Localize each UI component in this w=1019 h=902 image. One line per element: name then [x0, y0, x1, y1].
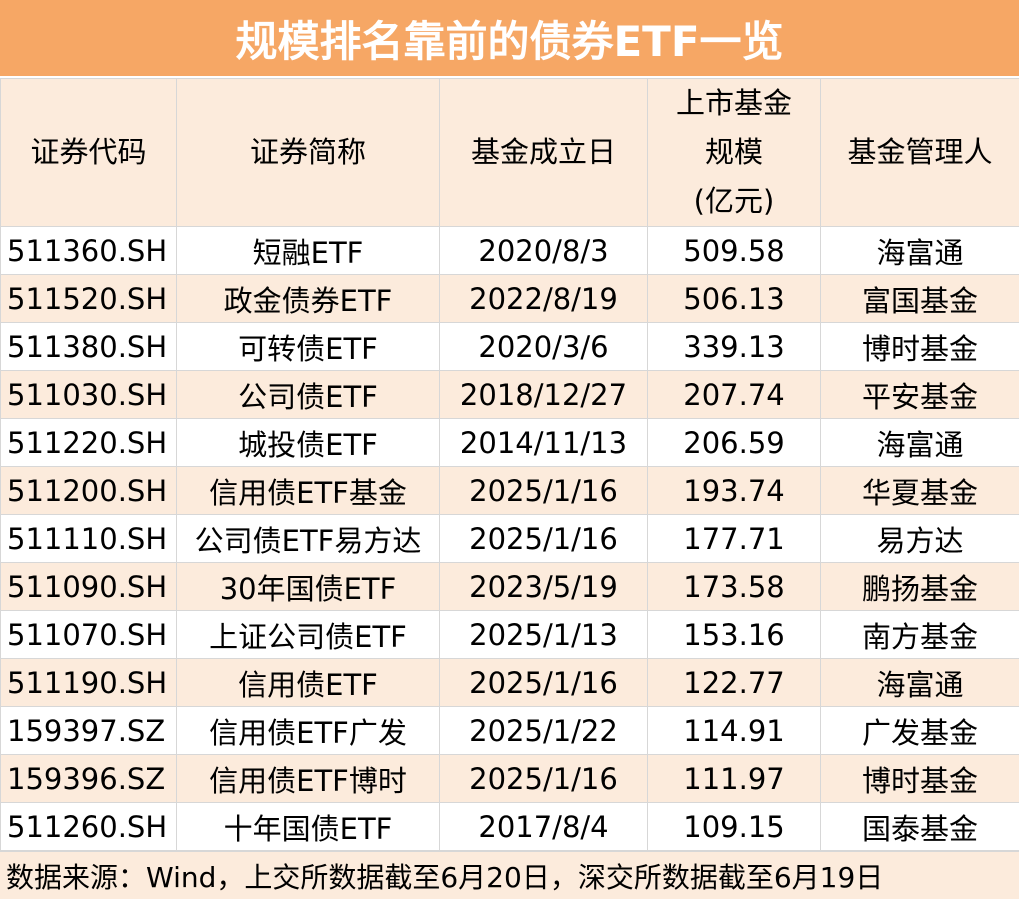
cell-date: 2025/1/13: [439, 610, 648, 659]
cell-date: 2020/3/6: [439, 322, 648, 371]
cell-code: 511190.SH: [0, 658, 177, 707]
cell-size: 509.58: [647, 226, 821, 275]
cell-manager: 南方基金: [820, 610, 1019, 659]
cell-code: 511200.SH: [0, 466, 177, 515]
header-size-line2: 规模: [704, 135, 763, 169]
cell-code: 511260.SH: [0, 802, 177, 851]
cell-code: 511220.SH: [0, 418, 177, 467]
cell-code: 511380.SH: [0, 322, 177, 371]
cell-name: 30年国债ETF: [176, 562, 440, 611]
cell-code: 511520.SH: [0, 274, 177, 323]
table-row: 511360.SH 短融ETF 2020/8/3 509.58 海富通: [0, 226, 1019, 275]
header-manager: 基金管理人: [820, 78, 1019, 227]
table-row: 511190.SH 信用债ETF 2025/1/16 122.77 海富通: [0, 658, 1019, 707]
table-row: 159397.SZ 信用债ETF广发 2025/1/22 114.91 广发基金: [0, 706, 1019, 755]
cell-code: 511090.SH: [0, 562, 177, 611]
cell-date: 2022/8/19: [439, 274, 648, 323]
table-row: 511110.SH 公司债ETF易方达 2025/1/16 177.71 易方达: [0, 514, 1019, 563]
cell-date: 2025/1/16: [439, 466, 648, 515]
header-code: 证券代码: [0, 78, 177, 227]
cell-code: 511110.SH: [0, 514, 177, 563]
cell-size: 206.59: [647, 418, 821, 467]
cell-name: 公司债ETF易方达: [176, 514, 440, 563]
header-name: 证券简称: [176, 78, 440, 227]
cell-name: 信用债ETF基金: [176, 466, 440, 515]
cell-code: 159397.SZ: [0, 706, 177, 755]
cell-date: 2025/1/16: [439, 514, 648, 563]
cell-date: 2025/1/16: [439, 658, 648, 707]
cell-size: 506.13: [647, 274, 821, 323]
cell-size: 111.97: [647, 754, 821, 803]
cell-manager: 鹏扬基金: [820, 562, 1019, 611]
table-row: 511220.SH 城投债ETF 2014/11/13 206.59 海富通: [0, 418, 1019, 467]
cell-manager: 海富通: [820, 418, 1019, 467]
cell-manager: 博时基金: [820, 754, 1019, 803]
cell-date: 2018/12/27: [439, 370, 648, 419]
cell-name: 公司债ETF: [176, 370, 440, 419]
table-row: 159396.SZ 信用债ETF博时 2025/1/16 111.97 博时基金: [0, 754, 1019, 803]
cell-name: 十年国债ETF: [176, 802, 440, 851]
bond-etf-table: 证券代码 证券简称 基金成立日 上市基金 规模 (亿元) 基金管理人 51136…: [0, 78, 1019, 851]
cell-manager: 博时基金: [820, 322, 1019, 371]
header-row: 证券代码 证券简称 基金成立日 上市基金 规模 (亿元) 基金管理人: [0, 78, 1019, 227]
table-row: 511520.SH 政金债券ETF 2022/8/19 506.13 富国基金: [0, 274, 1019, 323]
table-row: 511200.SH 信用债ETF基金 2025/1/16 193.74 华夏基金: [0, 466, 1019, 515]
table-title: 规模排名靠前的债券ETF一览: [0, 0, 1019, 78]
cell-date: 2025/1/16: [439, 754, 648, 803]
cell-size: 207.74: [647, 370, 821, 419]
cell-code: 511030.SH: [0, 370, 177, 419]
header-size-line1: 上市基金: [675, 86, 792, 120]
cell-manager: 海富通: [820, 226, 1019, 275]
cell-date: 2023/5/19: [439, 562, 648, 611]
cell-date: 2025/1/22: [439, 706, 648, 755]
cell-manager: 富国基金: [820, 274, 1019, 323]
cell-size: 122.77: [647, 658, 821, 707]
cell-manager: 平安基金: [820, 370, 1019, 419]
cell-manager: 易方达: [820, 514, 1019, 563]
table-row: 511260.SH 十年国债ETF 2017/8/4 109.15 国泰基金: [0, 802, 1019, 851]
cell-manager: 国泰基金: [820, 802, 1019, 851]
table-row: 511090.SH 30年国债ETF 2023/5/19 173.58 鹏扬基金: [0, 562, 1019, 611]
cell-date: 2014/11/13: [439, 418, 648, 467]
cell-date: 2020/8/3: [439, 226, 648, 275]
cell-size: 339.13: [647, 322, 821, 371]
cell-name: 可转债ETF: [176, 322, 440, 371]
cell-manager: 广发基金: [820, 706, 1019, 755]
cell-name: 信用债ETF广发: [176, 706, 440, 755]
cell-size: 153.16: [647, 610, 821, 659]
cell-size: 114.91: [647, 706, 821, 755]
cell-manager: 华夏基金: [820, 466, 1019, 515]
cell-name: 政金债券ETF: [176, 274, 440, 323]
header-size: 上市基金 规模 (亿元): [647, 78, 821, 227]
cell-name: 信用债ETF博时: [176, 754, 440, 803]
cell-name: 城投债ETF: [176, 418, 440, 467]
table-row: 511380.SH 可转债ETF 2020/3/6 339.13 博时基金: [0, 322, 1019, 371]
cell-code: 511360.SH: [0, 226, 177, 275]
cell-date: 2017/8/4: [439, 802, 648, 851]
data-source-note: 数据来源：Wind，上交所数据截至6月20日，深交所数据截至6月19日: [0, 851, 1019, 899]
cell-size: 177.71: [647, 514, 821, 563]
cell-name: 短融ETF: [176, 226, 440, 275]
table-row: 511030.SH 公司债ETF 2018/12/27 207.74 平安基金: [0, 370, 1019, 419]
cell-size: 193.74: [647, 466, 821, 515]
table-row: 511070.SH 上证公司债ETF 2025/1/13 153.16 南方基金: [0, 610, 1019, 659]
cell-code: 159396.SZ: [0, 754, 177, 803]
cell-manager: 海富通: [820, 658, 1019, 707]
cell-size: 173.58: [647, 562, 821, 611]
header-size-line3: (亿元): [693, 184, 775, 218]
table-body: 511360.SH 短融ETF 2020/8/3 509.58 海富通 511520.SH…: [0, 226, 1019, 851]
header-date: 基金成立日: [439, 78, 648, 227]
cell-name: 信用债ETF: [176, 658, 440, 707]
cell-code: 511070.SH: [0, 610, 177, 659]
cell-size: 109.15: [647, 802, 821, 851]
cell-name: 上证公司债ETF: [176, 610, 440, 659]
